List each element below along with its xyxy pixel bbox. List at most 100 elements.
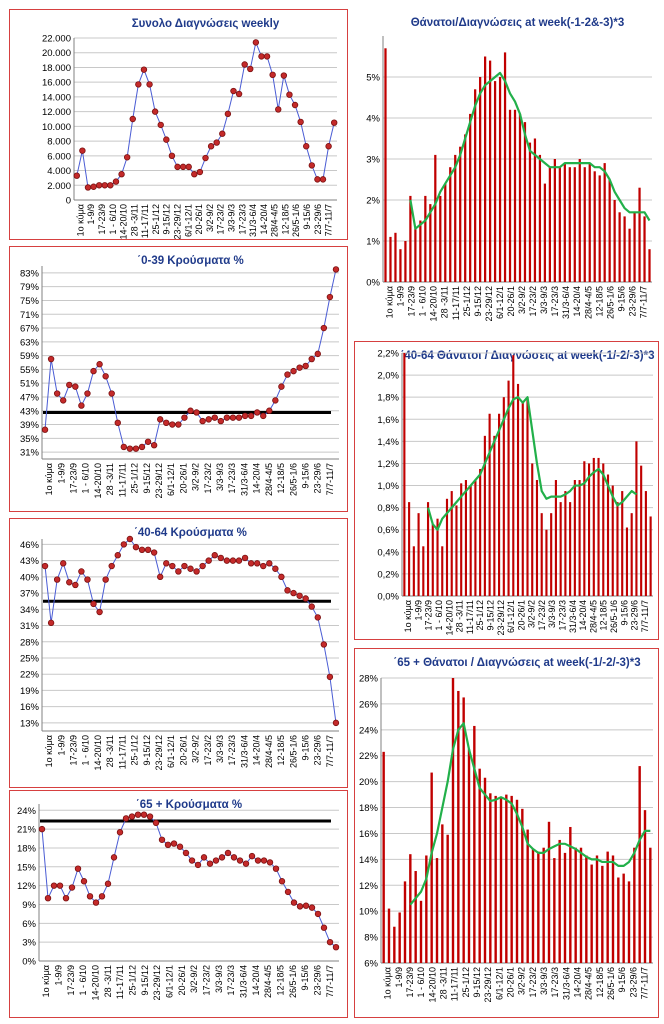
chart0-title: Συνολο Διαγνώσεις weekly: [132, 18, 280, 30]
chart3-bar: [502, 397, 505, 596]
chart3-ytick-label: 0,0%: [377, 592, 399, 603]
chart4-point: [53, 576, 61, 583]
chart3-bar: [540, 513, 543, 596]
chart5-bar: [553, 858, 556, 963]
chart3-bar: [450, 491, 453, 596]
chart4-ytick-label: 19%: [20, 686, 40, 697]
chart3-bar: [526, 397, 529, 596]
chart5-xtick-label: 1ο κύμα: [383, 967, 393, 999]
chart2-xtick-label: 28 -3/11: [105, 463, 115, 495]
chart2-point: [320, 324, 328, 332]
chart4-point: [175, 568, 182, 575]
chart0-ytick-label: 6.000: [47, 151, 71, 162]
chart6-point: [44, 894, 52, 902]
chart2-point: [108, 390, 115, 397]
chart6-xtick-label: 31/3-6/4: [239, 965, 249, 998]
chart5-bar: [505, 794, 508, 963]
chart6-point: [56, 882, 64, 889]
chart3-xtick-label: 1ο κύμα: [403, 600, 413, 632]
chart4-point: [284, 587, 291, 594]
chart5-xtick-label: 28/4-4/5: [584, 967, 594, 1000]
chart5-ytick-label: 26%: [359, 699, 379, 710]
chart0-ytick-label: 20.000: [42, 48, 71, 59]
chart6-xtick-label: 12-18/5: [276, 965, 286, 996]
chart1-xtick-label: 14-20/10: [429, 286, 439, 322]
chart1-bar: [613, 200, 616, 282]
chart4-point: [144, 546, 152, 554]
chart1-bar: [523, 122, 527, 282]
chart1-ytick-label: 3%: [366, 155, 380, 166]
chart1-bar: [449, 167, 452, 282]
chart1-xtick-label: 31/3-6/4: [561, 286, 571, 319]
chart6-point: [308, 904, 316, 911]
chart5-bar: [515, 799, 519, 963]
chart6-point: [278, 878, 286, 885]
chart0-point: [151, 108, 159, 115]
chart4-xtick-label: 28 -3/11: [105, 735, 115, 767]
chart2-ytick-label: 31%: [20, 448, 40, 459]
chart1-bar: [464, 134, 467, 282]
chart2-xtick-label: 9-15/6: [300, 463, 310, 489]
chart1-bar: [543, 183, 547, 282]
chart6-point: [266, 859, 274, 866]
chart4-point: [320, 641, 328, 648]
chart5-ytick-label: 16%: [359, 829, 379, 840]
chart5-bar: [579, 847, 583, 963]
chart4-xtick-label: 6/1-12/1: [166, 735, 176, 768]
chart0-xtick-label: 25-1/12: [151, 204, 161, 235]
chart5-bar: [430, 772, 433, 963]
chart3-bar: [445, 498, 449, 596]
chart1-bar: [633, 212, 636, 282]
chart2-xtick-label: 17-23/9: [69, 463, 79, 494]
chart0-point: [213, 139, 220, 146]
chart2-point: [314, 350, 321, 358]
chart0-point: [269, 71, 276, 79]
chart4-xtick-label: 14-20/4: [252, 735, 262, 766]
chart4-ytick-label: 40%: [20, 572, 40, 583]
chart4-point: [217, 554, 225, 562]
chart6-point: [302, 902, 310, 909]
chart2-point: [66, 381, 73, 389]
chart6-title: ΄65 + Κρούσματα %: [136, 799, 242, 811]
chart5-bar: [622, 873, 625, 963]
chart6-xtick-label: 3/2-9/2: [189, 965, 199, 993]
chart0-point: [224, 110, 232, 118]
chart3-bar: [635, 441, 638, 596]
chart4-ytick-label: 37%: [20, 589, 40, 600]
chart0-xtick-label: 23-29/12: [173, 204, 183, 240]
chart6-ytick-label: 6%: [22, 919, 36, 930]
chart5-ytick-label: 14%: [359, 855, 379, 866]
chart5-bar: [419, 900, 423, 963]
chart2-xtick-label: 14-20/4: [252, 463, 262, 494]
chart2-ytick-label: 51%: [20, 379, 40, 390]
chart3-xtick-label: 7/7-11/7: [640, 600, 650, 632]
chart2-point: [211, 414, 218, 421]
chart1-ytick-label: 5%: [366, 73, 380, 84]
chart0-point: [107, 182, 114, 189]
chart2-point: [187, 407, 194, 414]
chart0-point: [319, 176, 327, 183]
chart2-point: [78, 402, 85, 409]
chart5-bar: [393, 926, 396, 963]
chart1-xtick-label: 17-23/2: [528, 286, 538, 317]
chart0-xtick-label: 20-26/1: [194, 204, 204, 235]
chart5-xtick-label: 17-23/9: [405, 967, 415, 998]
chart0-point: [241, 61, 248, 68]
chart4-point: [114, 552, 121, 559]
chart5-xtick-label: 20-26/1: [505, 967, 515, 998]
chart2-point: [308, 355, 315, 363]
chart5-bar: [451, 678, 455, 963]
chart4-point: [241, 554, 249, 562]
chart3-ytick-label: 1,0%: [377, 481, 399, 492]
chart4-point: [223, 557, 231, 564]
chart4-ytick-label: 46%: [20, 540, 40, 551]
chart5-bar: [510, 795, 513, 963]
chart5-bar: [489, 793, 492, 963]
deaths-65-panel: ΄65 + Θάνατοι / Διαγνώσεις at week(-1/-2…: [354, 648, 659, 1018]
chart6-xtick-label: 28/4-4/5: [263, 965, 273, 998]
chart1-bar: [563, 163, 566, 282]
chart1-bar: [648, 249, 651, 282]
chart6-point: [314, 910, 322, 918]
chart4-xtick-label: 1 - 6/10: [81, 735, 91, 766]
chart3-bar: [569, 502, 572, 596]
